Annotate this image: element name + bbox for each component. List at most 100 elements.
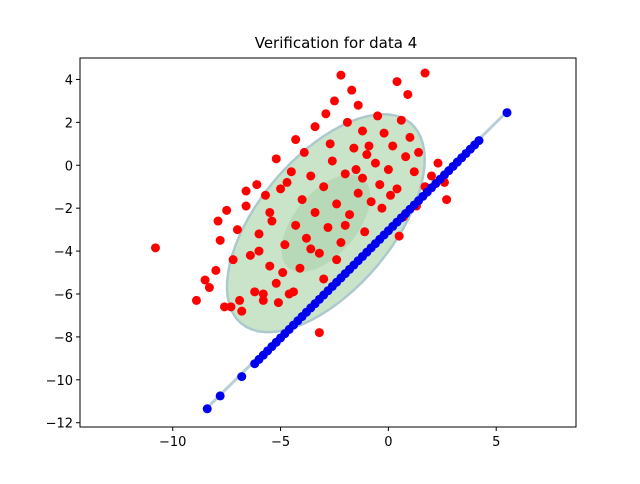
red-data-point [340,220,350,230]
red-data-point [370,158,380,168]
red-data-point [329,96,339,106]
red-data-point [401,152,411,162]
red-data-point [342,117,352,127]
red-data-point [267,216,277,226]
red-data-point [375,180,385,190]
red-data-point [191,295,201,305]
red-data-point [366,197,376,207]
y-tick-label: 2 [65,116,73,131]
x-tick-label: 0 [384,435,392,450]
y-axis: −12 −10 −8 −6 −4 −2 0 2 4 [46,73,80,432]
red-data-point [332,255,342,265]
red-data-point [353,100,363,110]
red-data-point [286,167,296,177]
y-tick-label: 4 [65,73,73,88]
red-data-point [314,328,324,338]
red-data-point [405,132,415,142]
red-data-point [373,111,383,121]
red-data-point [386,190,396,200]
red-data-point [358,126,368,136]
x-tick-label: −10 [159,435,186,450]
red-data-point [271,278,281,288]
x-tick-label: −5 [271,435,290,450]
chart-title: Verification for data 4 [255,34,418,52]
red-data-point [200,275,210,285]
red-data-point [150,243,160,253]
red-data-point [379,128,389,138]
red-data-point [327,156,337,166]
red-data-point [442,195,452,205]
red-data-point [278,268,288,278]
red-data-point [362,150,372,160]
red-data-point [265,207,275,217]
red-data-point [237,306,247,316]
red-data-point [245,250,255,260]
red-data-point [306,244,316,254]
y-tick-label: −4 [54,245,73,260]
plot-area [150,68,512,414]
red-data-point [241,186,251,196]
red-data-point [299,147,309,157]
red-data-point [351,165,361,175]
red-data-point [403,89,413,99]
red-data-point [250,287,260,297]
red-data-point [321,109,331,119]
red-data-point [394,231,404,241]
red-data-point [323,222,333,232]
red-data-point [414,147,424,157]
red-data-point [265,261,275,271]
red-data-point [211,265,221,275]
red-data-point [310,122,320,132]
red-data-point [336,238,346,247]
red-data-point [228,255,238,265]
red-data-point [260,190,270,200]
y-tick-label: −6 [54,288,73,303]
red-data-point [219,302,229,312]
plot-frame [79,57,577,428]
y-tick-label: −12 [46,417,73,432]
red-data-point [319,182,329,192]
red-data-point [222,205,232,215]
blue-data-point [237,372,247,382]
red-data-point [332,199,342,209]
red-data-point [336,70,346,80]
red-data-point [314,248,324,258]
red-data-point [235,295,245,305]
red-data-point [409,167,419,177]
red-data-point [377,203,387,213]
red-data-point [258,289,268,299]
red-data-point [232,225,242,235]
red-data-point [254,246,264,256]
red-data-point [241,201,251,211]
red-data-point [427,171,437,181]
blue-data-point [202,404,212,414]
red-data-point [345,210,355,220]
y-tick-label: 0 [65,159,73,174]
blue-data-point [215,391,225,401]
x-tick-label: 5 [492,435,500,450]
red-data-point [276,184,286,194]
x-axis: −10 −5 0 5 [159,427,500,450]
red-data-point [433,158,443,168]
red-data-point [383,165,393,175]
blue-data-point [474,136,484,146]
y-tick-label: −8 [54,331,73,346]
red-data-point [306,171,316,181]
red-data-point [340,169,350,179]
red-data-point [280,240,290,250]
red-data-point [347,85,357,95]
blue-data-point [502,108,512,118]
red-data-point [310,207,320,217]
red-data-point [215,235,225,245]
red-data-point [226,302,236,312]
red-data-point [291,135,301,145]
red-data-point [297,195,307,205]
red-data-point [392,184,402,194]
red-data-point [271,154,281,164]
red-data-point [392,77,402,87]
red-data-point [396,115,406,125]
red-data-point [204,283,214,293]
y-tick-label: −10 [46,374,73,389]
